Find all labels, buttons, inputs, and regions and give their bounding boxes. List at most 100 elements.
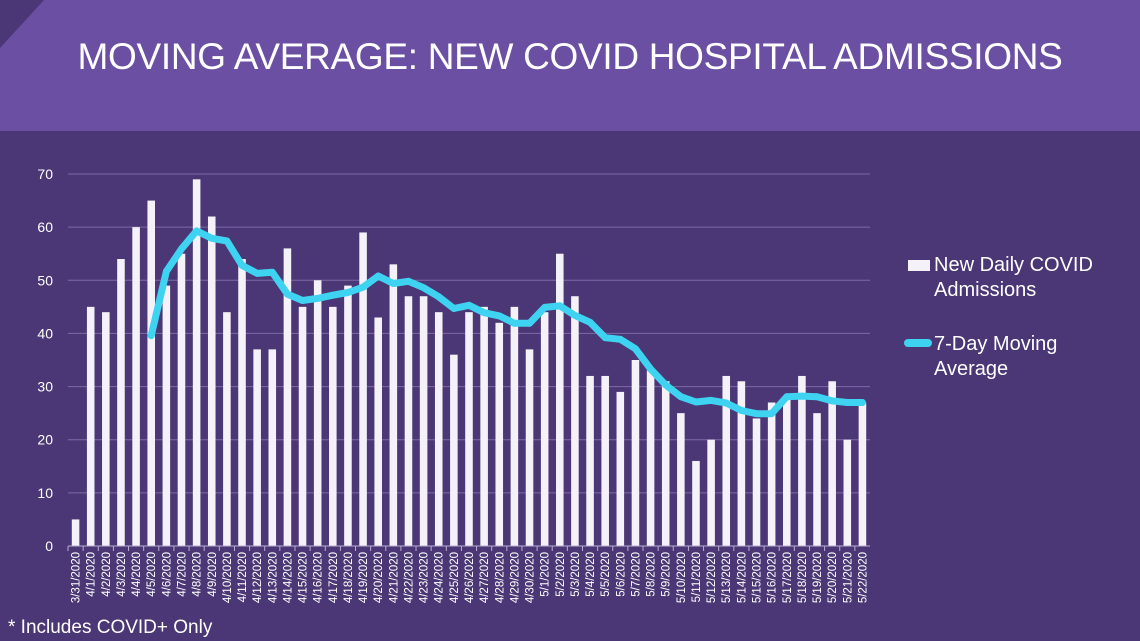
title-banner: MOVING AVERAGE: NEW COVID HOSPITAL ADMIS… [0, 0, 1140, 131]
moving-average-point [541, 303, 549, 311]
bar [510, 306, 519, 546]
bar [238, 259, 246, 546]
bar [268, 349, 277, 546]
moving-average-point [798, 392, 806, 400]
x-tick-label: 4/16/2020 [313, 552, 325, 603]
x-tick-label: 4/27/2020 [479, 552, 491, 603]
x-tick-label: 4/9/2020 [207, 552, 219, 597]
moving-average-point [253, 269, 261, 277]
bar [207, 216, 216, 546]
bar [404, 296, 413, 546]
bar [344, 285, 352, 546]
x-tick-label: 5/17/2020 [782, 552, 794, 603]
x-tick-label: 4/4/2020 [131, 552, 143, 597]
moving-average-point [268, 268, 276, 276]
x-axis: 3/31/2020 4/1/2020 4/2/2020 4/3/2020 4/4/202… [67, 545, 870, 603]
bar [102, 312, 110, 546]
moving-average-point [601, 334, 609, 342]
moving-average-point [284, 290, 291, 298]
x-tick-label: 4/11/2020 [237, 552, 249, 602]
x-tick-label: 5/19/2020 [812, 552, 824, 603]
bar [329, 306, 337, 546]
moving-average-point [299, 297, 306, 304]
x-tick-label: 5/8/2020 [646, 552, 658, 597]
y-tick-label: 40 [37, 325, 53, 341]
bar [147, 200, 156, 547]
x-tick-label: 4/17/2020 [328, 552, 340, 603]
x-tick-label: 5/18/2020 [797, 552, 809, 603]
bar [556, 253, 564, 546]
x-tick-label: 5/12/2020 [706, 552, 718, 603]
moving-average-point [405, 277, 412, 285]
x-tick-label: 5/15/2020 [752, 552, 764, 603]
x-tick-label: 3/31/2020 [71, 552, 83, 603]
x-tick-label: 4/13/2020 [267, 552, 279, 603]
moving-average-point [480, 309, 488, 317]
moving-average-point [329, 291, 337, 299]
bar [677, 413, 685, 546]
bar [813, 413, 821, 546]
y-tick-label: 10 [37, 485, 53, 501]
moving-average-point [692, 398, 700, 406]
bar-series [71, 179, 867, 547]
moving-average-point [813, 393, 821, 401]
x-tick-label: 4/14/2020 [282, 552, 294, 603]
x-tick-label: 4/10/2020 [222, 552, 234, 603]
bar [571, 296, 579, 546]
moving-average-point [389, 280, 397, 287]
bar [767, 402, 776, 546]
x-tick-label: 4/30/2020 [525, 552, 537, 603]
bar [798, 375, 806, 546]
y-axis: 0 10 20 30 40 50 60 70 [37, 166, 53, 554]
moving-average-point [768, 410, 776, 418]
moving-average-point [753, 410, 760, 418]
corner-fold [0, 0, 44, 48]
y-tick-label: 60 [37, 219, 53, 235]
x-tick-label: 4/2/2020 [101, 552, 113, 597]
legend-line-label: 7-Day Moving Average [934, 333, 1058, 380]
legend-bar-label: New Daily COVID Admissions [934, 254, 1093, 301]
bar [117, 259, 125, 546]
x-tick-label: 4/15/2020 [298, 552, 310, 603]
bar [737, 381, 746, 546]
bar [858, 402, 867, 546]
moving-average-point [420, 284, 428, 292]
page-title: MOVING AVERAGE: NEW COVID HOSPITAL ADMIS… [77, 36, 1063, 77]
chart: 0 10 20 30 40 50 60 70 3/31/2020 4/1/2020 4/2/202… [37, 166, 870, 603]
x-tick-label: 5/1/2020 [540, 552, 552, 597]
moving-average-point [737, 407, 745, 414]
bar [192, 179, 201, 547]
moving-average-point [359, 283, 367, 291]
moving-average-point [571, 311, 579, 319]
moving-average-point [374, 272, 382, 280]
bar [177, 253, 186, 546]
bar [707, 439, 715, 546]
moving-average-point [647, 365, 654, 373]
moving-average-point [722, 399, 730, 407]
moving-average-point [859, 399, 866, 406]
moving-average-point [828, 397, 836, 405]
moving-average-point [586, 318, 594, 326]
x-tick-label: 4/24/2020 [434, 552, 446, 603]
x-tick-label: 4/12/2020 [252, 552, 264, 603]
moving-average-point [238, 262, 246, 269]
moving-average-point [193, 227, 201, 235]
bar [253, 349, 261, 546]
moving-average-point [616, 335, 624, 343]
bar [586, 375, 594, 546]
x-tick-label: 4/26/2020 [464, 552, 476, 603]
x-tick-label: 4/20/2020 [373, 552, 385, 603]
x-tick-label: 5/11/2020 [691, 552, 703, 602]
x-tick-label: 4/18/2020 [343, 552, 355, 603]
footnote: * Includes COVID+ Only [8, 617, 213, 638]
moving-average-point [147, 332, 155, 339]
x-tick-label: 4/21/2020 [388, 552, 400, 603]
moving-average-point [510, 319, 518, 327]
x-tick-label: 5/16/2020 [767, 552, 779, 603]
bar [298, 306, 307, 546]
bar [359, 232, 367, 546]
moving-average-point [314, 294, 322, 302]
bar [828, 381, 836, 546]
moving-average-point [178, 245, 185, 253]
x-tick-label: 5/20/2020 [827, 552, 839, 603]
